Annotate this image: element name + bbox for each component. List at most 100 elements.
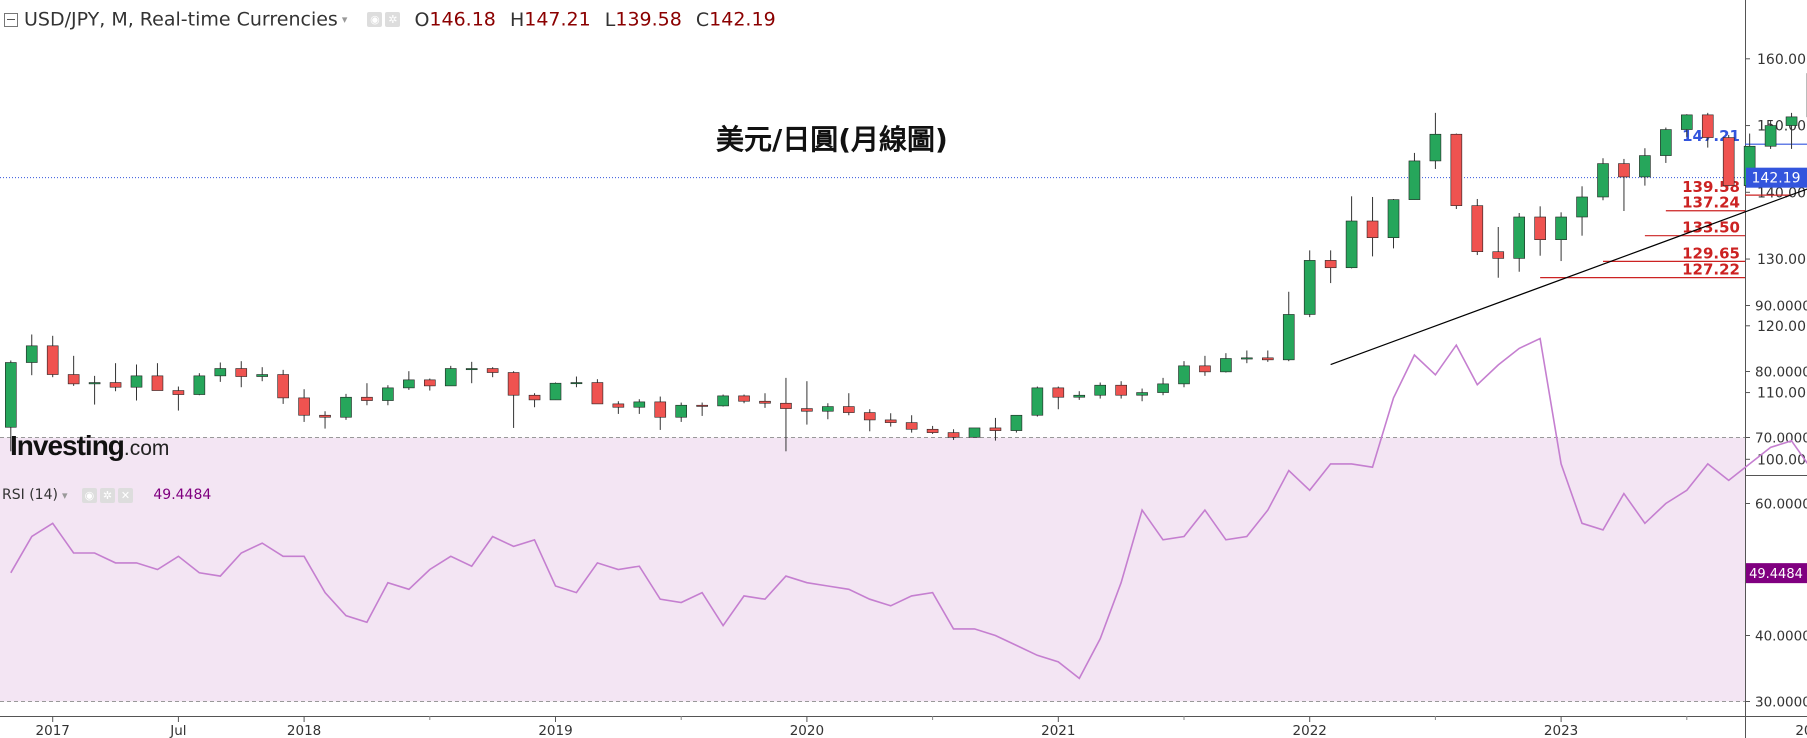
candle-down bbox=[989, 427, 1002, 431]
candle-down bbox=[1450, 133, 1463, 206]
candle-down bbox=[884, 419, 897, 423]
candle-up bbox=[403, 379, 415, 389]
candle-up bbox=[1241, 357, 1253, 360]
candle-up bbox=[465, 368, 478, 371]
level-label: 129.65 bbox=[1682, 244, 1740, 262]
candle-down bbox=[1324, 260, 1337, 269]
candle-up bbox=[1576, 196, 1588, 218]
rsi-eye-icon[interactable]: ◉ bbox=[81, 487, 97, 503]
candle-down bbox=[1618, 163, 1630, 178]
price-tick-label: 120.00 bbox=[1757, 319, 1806, 335]
gear-icon[interactable]: ✲ bbox=[385, 12, 401, 27]
candle-down bbox=[905, 422, 918, 430]
time-tick-label: Jul bbox=[169, 723, 186, 738]
candle-down bbox=[591, 382, 604, 405]
candle-down bbox=[801, 408, 813, 412]
open-value: 146.18 bbox=[429, 8, 496, 31]
rsi-tick-label: 70.0000 bbox=[1755, 431, 1807, 447]
rsi-header: RSI (14) ▾ ◉ ✲ ✕ 49.4484 bbox=[2, 487, 211, 503]
low-value: 139.58 bbox=[615, 8, 682, 31]
candle-down bbox=[1471, 205, 1484, 253]
candle-down bbox=[1115, 384, 1127, 396]
candle-up bbox=[1639, 155, 1651, 178]
level-label: 137.24 bbox=[1682, 194, 1740, 212]
candle-down bbox=[528, 394, 541, 401]
price-tick-label: 150.00 bbox=[1757, 119, 1806, 135]
candle-down bbox=[151, 375, 164, 391]
candle-down bbox=[298, 397, 310, 416]
candle-down bbox=[780, 402, 792, 409]
time-tick-label: 2023 bbox=[1544, 723, 1578, 738]
candle-down bbox=[1052, 387, 1065, 398]
candle-down bbox=[654, 401, 667, 418]
candle-up bbox=[1157, 383, 1169, 393]
candle-down bbox=[319, 414, 331, 418]
candle-up bbox=[570, 382, 583, 385]
candle-down bbox=[1534, 216, 1546, 240]
rsi-badge bbox=[1746, 563, 1807, 584]
candle-up bbox=[1094, 384, 1106, 396]
candle-down bbox=[172, 390, 185, 395]
candle-up bbox=[5, 362, 17, 428]
open-label: O bbox=[414, 8, 430, 31]
close-label: C bbox=[695, 8, 710, 31]
candle-up bbox=[88, 382, 101, 385]
candle-down bbox=[109, 382, 122, 388]
candle-up bbox=[130, 375, 143, 388]
candle-down bbox=[1492, 251, 1505, 259]
time-tick-label: 2018 bbox=[287, 723, 321, 738]
candle-down bbox=[612, 403, 625, 408]
candle-down bbox=[926, 428, 939, 433]
time-tick-label: 2021 bbox=[1041, 723, 1075, 738]
candle-up bbox=[1408, 160, 1421, 200]
rsi-tick-label: 80.0000 bbox=[1755, 365, 1807, 381]
time-tick-label: 2019 bbox=[538, 723, 572, 738]
chevron-down-icon[interactable]: ▾ bbox=[341, 13, 348, 26]
logo-main: Investing bbox=[10, 430, 125, 461]
candle-up bbox=[822, 406, 834, 412]
candle-down bbox=[486, 368, 499, 373]
rsi-chevron-down-icon[interactable]: ▾ bbox=[61, 489, 68, 502]
high-label: H bbox=[509, 8, 525, 31]
candle-up bbox=[382, 387, 394, 401]
rsi-line bbox=[10, 337, 1807, 680]
candle-down bbox=[1262, 357, 1274, 361]
candle-up bbox=[1764, 125, 1777, 147]
time-tick-label: 2020 bbox=[790, 723, 824, 738]
candle-up bbox=[1387, 199, 1400, 238]
investing-logo: Investing.com bbox=[10, 430, 169, 462]
candle-down bbox=[46, 345, 59, 375]
candle-down bbox=[863, 412, 876, 421]
candle-down bbox=[277, 374, 289, 399]
candle-down bbox=[1199, 365, 1211, 373]
rsi-tick-label: 60.0000 bbox=[1755, 497, 1807, 513]
candle-up bbox=[717, 395, 729, 407]
rsi-gear-icon[interactable]: ✲ bbox=[99, 487, 115, 503]
chart-annotation-title: 美元/日圓(月線圖) bbox=[716, 123, 948, 156]
candle-up bbox=[444, 368, 457, 387]
candle-down bbox=[947, 432, 960, 438]
time-tick-label: 2017 bbox=[36, 723, 70, 738]
candle-up bbox=[1345, 220, 1358, 269]
eye-icon[interactable]: ◉ bbox=[367, 12, 383, 27]
candle-down bbox=[759, 400, 771, 404]
candle-up bbox=[633, 401, 646, 408]
candle-up bbox=[25, 345, 38, 363]
candle-up bbox=[1660, 129, 1672, 156]
rsi-label: RSI (14) bbox=[2, 487, 58, 503]
candle-up bbox=[675, 404, 688, 418]
candle-up bbox=[1010, 414, 1023, 431]
candle-up bbox=[1220, 358, 1232, 373]
logo-suffix: .com bbox=[123, 437, 170, 460]
candle-down bbox=[67, 374, 80, 385]
candle-up bbox=[968, 427, 981, 438]
rsi-badge-label: 49.4484 bbox=[1749, 567, 1803, 582]
candle-down bbox=[1722, 137, 1735, 186]
candle-down bbox=[1701, 114, 1714, 138]
candle-down bbox=[423, 379, 436, 387]
collapse-icon[interactable] bbox=[4, 12, 18, 27]
rsi-close-icon[interactable]: ✕ bbox=[117, 487, 133, 503]
candle-up bbox=[193, 375, 206, 395]
level-label: 133.50 bbox=[1682, 219, 1740, 237]
